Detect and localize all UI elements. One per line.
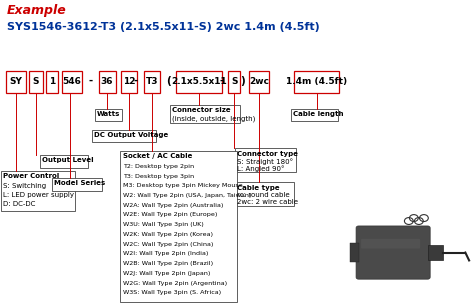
Text: Watts: Watts — [97, 111, 120, 117]
Text: -: - — [89, 76, 93, 86]
Text: Example: Example — [7, 4, 67, 17]
Text: T3: Desktop type 3pin: T3: Desktop type 3pin — [123, 174, 194, 179]
Text: L: LED power supply: L: LED power supply — [3, 192, 74, 198]
Text: SY: SY — [9, 77, 22, 86]
Text: T3: T3 — [146, 77, 158, 86]
Text: W2K: Wall Type 2pin (Korea): W2K: Wall Type 2pin (Korea) — [123, 232, 213, 237]
FancyBboxPatch shape — [120, 151, 237, 302]
Text: 1.4m (4.5ft): 1.4m (4.5ft) — [286, 77, 347, 86]
Text: -: - — [220, 76, 224, 86]
FancyBboxPatch shape — [6, 71, 26, 93]
Text: W2C: Wall Type 2pin (China): W2C: Wall Type 2pin (China) — [123, 242, 213, 247]
FancyBboxPatch shape — [95, 109, 122, 121]
Text: W2A: Wall Type 2pin (Australia): W2A: Wall Type 2pin (Australia) — [123, 203, 223, 208]
Text: W2E: Wall Type 2pin (Europe): W2E: Wall Type 2pin (Europe) — [123, 213, 217, 217]
Text: Socket / AC Cable: Socket / AC Cable — [123, 153, 192, 159]
Text: rc: round cable: rc: round cable — [237, 192, 289, 198]
FancyBboxPatch shape — [228, 71, 240, 93]
Text: M3: Desktop type 3pin Mickey Mouse: M3: Desktop type 3pin Mickey Mouse — [123, 183, 243, 188]
FancyBboxPatch shape — [144, 71, 160, 93]
Text: S: Straight 180°: S: Straight 180° — [237, 158, 292, 165]
FancyBboxPatch shape — [52, 178, 102, 191]
Text: DC Output Voltage: DC Output Voltage — [94, 132, 169, 138]
Text: 2wc: 2wc — [249, 77, 269, 86]
Text: Output Level: Output Level — [42, 157, 94, 163]
FancyBboxPatch shape — [40, 155, 88, 168]
Text: W2B: Wall Type 2pin (Brazil): W2B: Wall Type 2pin (Brazil) — [123, 261, 213, 266]
Text: W2J: Wall Type 2pin (Japan): W2J: Wall Type 2pin (Japan) — [123, 271, 210, 276]
Text: ): ) — [240, 76, 245, 86]
Text: T2: Desktop type 2pin: T2: Desktop type 2pin — [123, 164, 194, 169]
Text: S: Switching: S: Switching — [3, 183, 46, 189]
Text: Model Series: Model Series — [54, 180, 105, 186]
FancyBboxPatch shape — [62, 71, 82, 93]
Text: 1: 1 — [49, 77, 55, 86]
Text: S: S — [231, 77, 237, 86]
FancyBboxPatch shape — [294, 71, 339, 93]
Text: D: DC-DC: D: DC-DC — [3, 201, 36, 207]
Text: -: - — [134, 76, 138, 86]
FancyBboxPatch shape — [1, 171, 75, 211]
FancyBboxPatch shape — [29, 71, 43, 93]
Text: Connector type: Connector type — [237, 151, 298, 157]
Text: Cable length: Cable length — [293, 111, 344, 117]
Text: S: S — [33, 77, 39, 86]
FancyBboxPatch shape — [176, 71, 222, 93]
FancyBboxPatch shape — [235, 148, 296, 172]
FancyBboxPatch shape — [46, 71, 58, 93]
FancyBboxPatch shape — [121, 71, 137, 93]
Text: L: Angled 90°: L: Angled 90° — [237, 165, 284, 172]
Text: W2: Wall Type 2pin (USA, Japan, Taiwan): W2: Wall Type 2pin (USA, Japan, Taiwan) — [123, 193, 251, 198]
FancyBboxPatch shape — [249, 71, 269, 93]
Text: W3U: Wall Type 3pin (UK): W3U: Wall Type 3pin (UK) — [123, 222, 203, 227]
FancyBboxPatch shape — [92, 130, 156, 142]
Text: 2wc: 2 wire cable: 2wc: 2 wire cable — [237, 199, 298, 205]
FancyBboxPatch shape — [99, 71, 116, 93]
Text: (: ( — [166, 76, 171, 86]
Text: 2.1x5.5x11: 2.1x5.5x11 — [171, 77, 227, 86]
Text: (inside, outside, length): (inside, outside, length) — [172, 115, 255, 122]
Text: SYS1546-3612-T3 (2.1x5.5x11-S) 2wc 1.4m (4.5ft): SYS1546-3612-T3 (2.1x5.5x11-S) 2wc 1.4m … — [7, 22, 320, 31]
FancyBboxPatch shape — [291, 109, 338, 121]
Text: W3S: Wall Type 3pin (S. Africa): W3S: Wall Type 3pin (S. Africa) — [123, 290, 221, 295]
Text: 12: 12 — [123, 77, 135, 86]
Text: Power Control: Power Control — [3, 173, 60, 179]
Text: W2G: Wall Type 2pin (Argentina): W2G: Wall Type 2pin (Argentina) — [123, 281, 227, 286]
Text: W2I: Wall Type 2pin (India): W2I: Wall Type 2pin (India) — [123, 251, 208, 256]
FancyBboxPatch shape — [170, 105, 240, 123]
Text: 36: 36 — [101, 77, 113, 86]
Text: Connector size: Connector size — [172, 107, 230, 113]
Text: Cable type: Cable type — [237, 185, 279, 191]
Text: 546: 546 — [62, 77, 81, 86]
FancyBboxPatch shape — [235, 182, 294, 206]
